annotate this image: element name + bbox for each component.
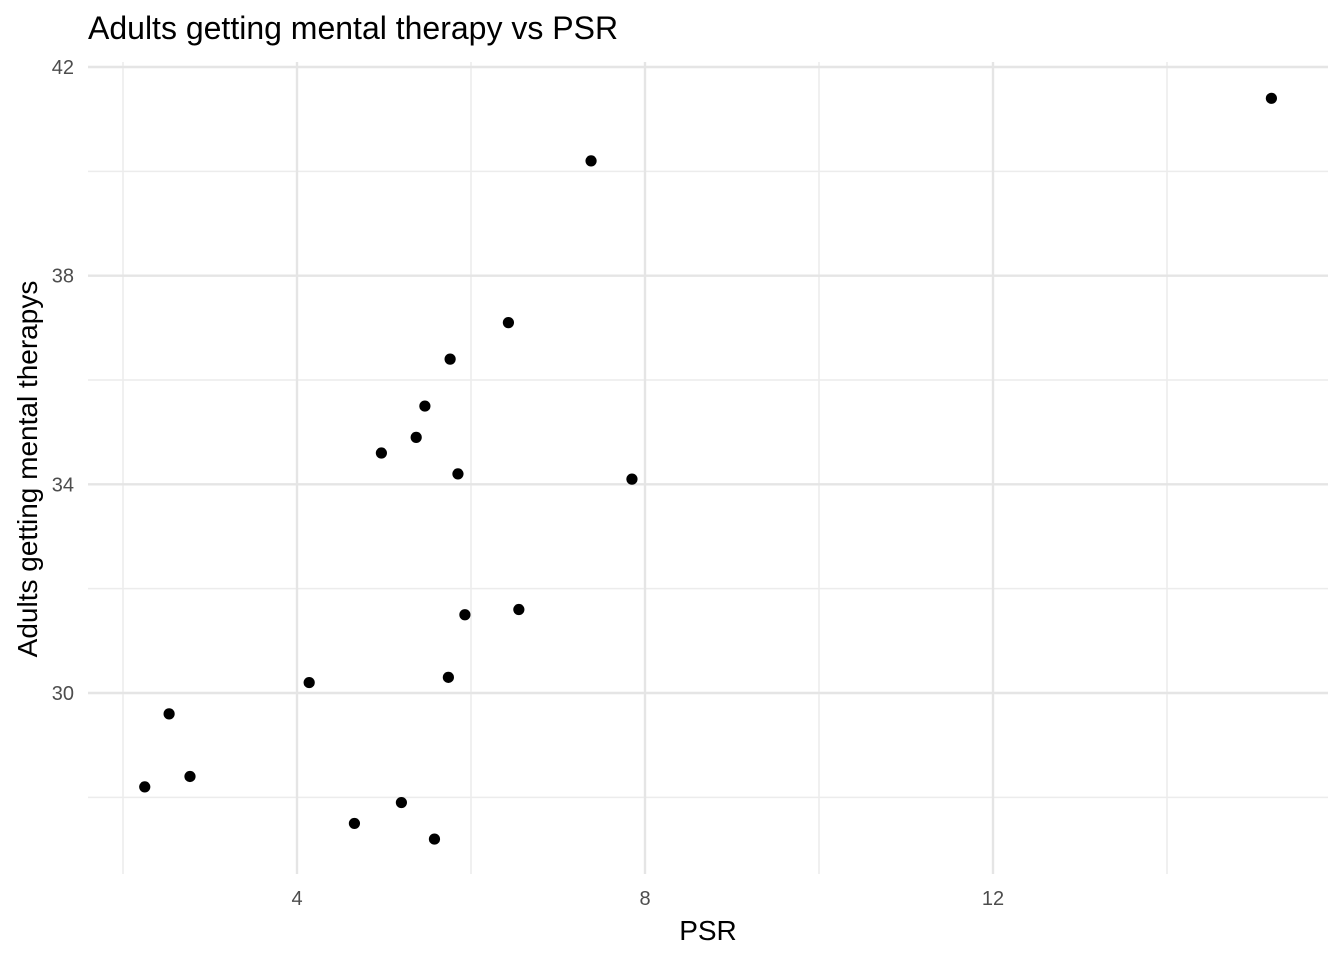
chart-title: Adults getting mental therapy vs PSR [88, 10, 618, 46]
data-point [419, 400, 431, 412]
data-points [139, 92, 1277, 845]
data-point [410, 431, 422, 443]
x-axis-title: PSR [679, 915, 737, 946]
data-point [395, 796, 407, 809]
x-tick-label: 4 [291, 888, 302, 910]
y-tick-label: 42 [52, 57, 74, 79]
y-tick-label: 30 [52, 683, 74, 705]
y-tick-label: 38 [52, 266, 74, 288]
x-tick-label: 12 [982, 888, 1004, 910]
data-point [1265, 92, 1277, 104]
data-point [585, 155, 597, 167]
data-point [444, 353, 456, 365]
x-axis-tick-labels: 4 8 12 [291, 888, 1004, 910]
data-point [139, 781, 151, 793]
data-point [452, 468, 464, 480]
data-point [513, 603, 525, 616]
x-tick-label: 8 [639, 888, 650, 910]
data-point [442, 671, 454, 683]
data-point [163, 708, 175, 720]
data-point [626, 473, 638, 485]
data-point [502, 317, 515, 329]
data-point [348, 817, 361, 830]
data-point [303, 676, 315, 689]
data-point [184, 770, 196, 783]
data-point [459, 609, 471, 621]
data-point [428, 833, 441, 845]
grid [88, 62, 1328, 874]
y-axis-tick-labels: 30 34 38 42 [52, 57, 74, 705]
y-axis-title: Adults getting mental therapys [12, 281, 43, 658]
y-tick-label: 34 [52, 474, 74, 496]
data-point [375, 447, 387, 459]
